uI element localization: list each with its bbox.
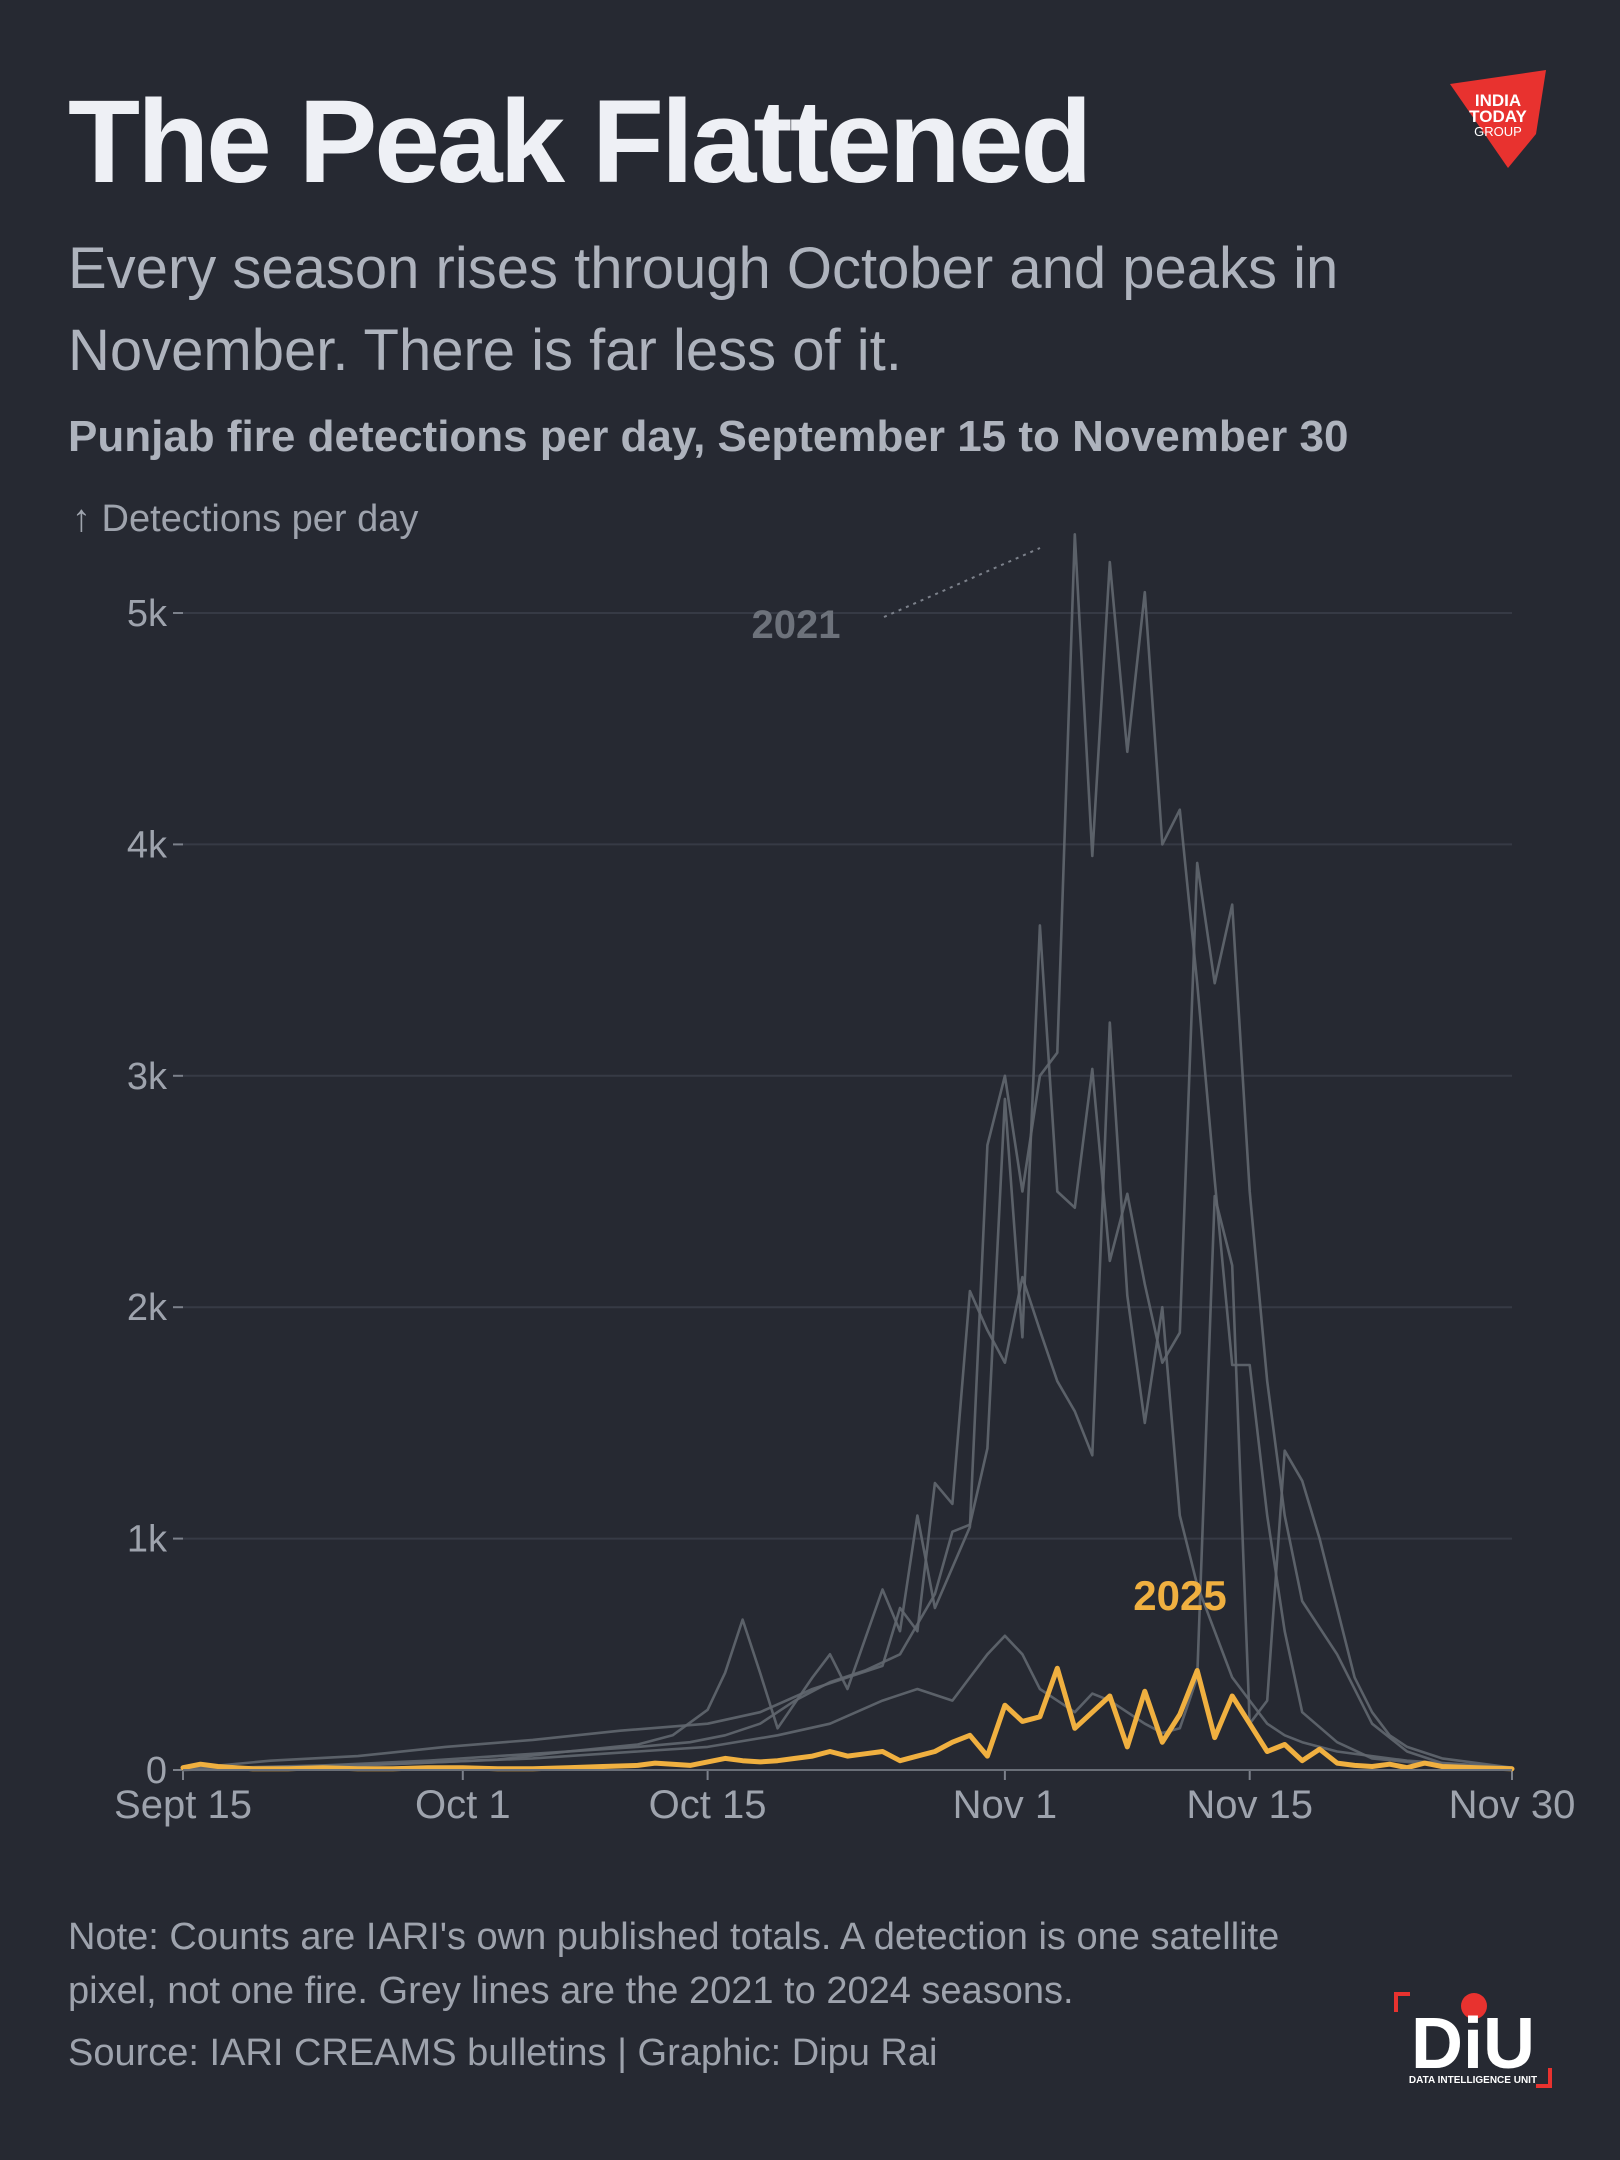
- annotation-label-2021: 2021: [752, 603, 841, 647]
- svg-text:DATA INTELLIGENCE UNIT: DATA INTELLIGENCE UNIT: [1409, 2075, 1537, 2086]
- x-tick-label: Nov 30: [1449, 1783, 1576, 1827]
- line-chart: 0 1k 2k 3k 4k 5k Sept 15 Oct 1 Oct 15 Nov 1 Nov 15…: [114, 532, 1576, 1827]
- y-axis-label: ↑ Detections per day: [72, 498, 419, 540]
- y-tick-label: 3k: [127, 1056, 168, 1098]
- svg-text:GROUP: GROUP: [1474, 124, 1522, 139]
- x-tick-label: Oct 1: [415, 1783, 511, 1827]
- page-title: The Peak Flattened: [68, 76, 1092, 208]
- y-tick-label: 0: [146, 1750, 167, 1792]
- x-tick-label: Nov 1: [953, 1783, 1058, 1827]
- source-credit: Source: IARI CREAMS bulletins | Graphic:…: [68, 2032, 938, 2074]
- x-tick-label: Oct 15: [649, 1783, 767, 1827]
- svg-text:INDIA: INDIA: [1475, 91, 1521, 110]
- chart-title: Punjab fire detections per day, Septembe…: [68, 412, 1349, 461]
- series-line-2021: [181, 532, 1514, 1772]
- diu-logo: DiU DATA INTELLIGENCE UNIT: [1394, 1992, 1552, 2088]
- svg-text:TODAY: TODAY: [1469, 107, 1527, 126]
- subtitle: Every season rises through October and p…: [68, 236, 1339, 383]
- india-today-logo: INDIA TODAY GROUP: [1450, 70, 1546, 168]
- annotation-leader-2021: [883, 547, 1041, 618]
- annotation-label-2025: 2025: [1133, 1572, 1226, 1619]
- x-tick-label: Nov 15: [1186, 1783, 1313, 1827]
- series-line-2023: [181, 861, 1514, 1771]
- x-tick-label: Sept 15: [114, 1783, 252, 1827]
- y-tick-label: 2k: [127, 1287, 168, 1329]
- series-line-2025: [180, 1665, 1515, 1772]
- svg-text:DiU: DiU: [1411, 2004, 1535, 2084]
- y-tick-label: 4k: [127, 824, 168, 866]
- chart-note: Note: Counts are IARI's own published to…: [68, 1916, 1280, 2012]
- series-line-2022: [181, 1021, 1514, 1771]
- series-line-2024: [181, 1194, 1514, 1772]
- y-tick-label: 1k: [127, 1519, 168, 1561]
- y-tick-label: 5k: [127, 593, 168, 635]
